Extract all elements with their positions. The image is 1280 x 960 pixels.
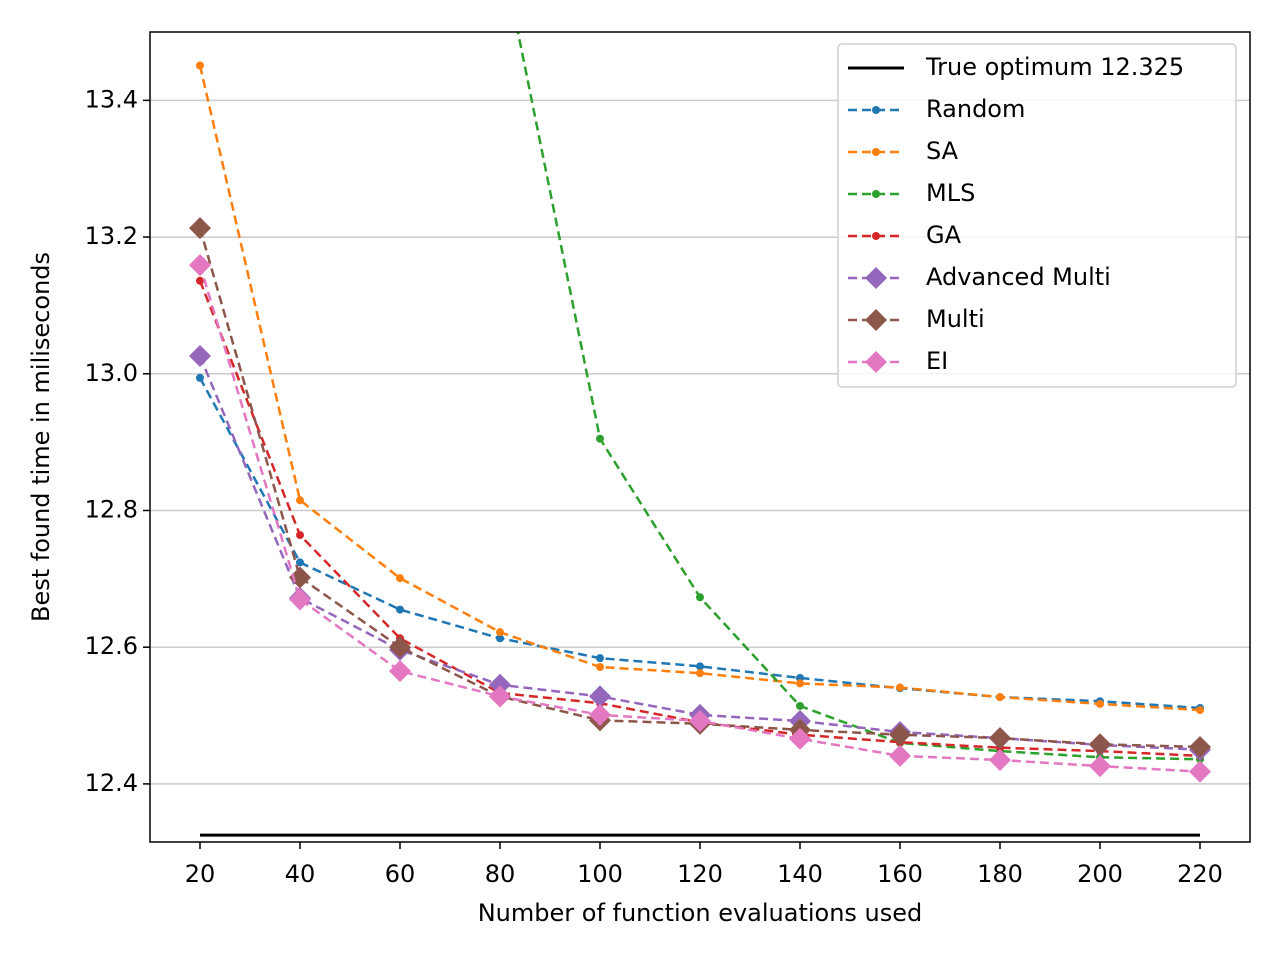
y-tick-label: 12.8 <box>85 495 138 523</box>
marker <box>1196 706 1204 715</box>
legend-label: Multi <box>926 305 985 333</box>
marker <box>1189 735 1211 758</box>
x-tick-label: 100 <box>577 860 623 888</box>
y-tick-label: 12.6 <box>85 632 138 660</box>
marker <box>689 710 711 733</box>
legend-label: EI <box>926 347 948 375</box>
marker <box>496 628 504 637</box>
series-line <box>198 355 1201 751</box>
x-tick-label: 20 <box>185 860 216 888</box>
x-axis-label: Number of function evaluations used <box>478 899 923 927</box>
marker <box>796 673 804 682</box>
marker <box>589 685 611 708</box>
y-axis-label: Best found time in miliseconds <box>27 252 55 622</box>
marker <box>589 703 611 726</box>
x-tick-label: 180 <box>977 860 1023 888</box>
marker <box>296 531 304 540</box>
legend-label: Advanced Multi <box>926 263 1111 291</box>
marker <box>696 662 704 671</box>
axes-frame <box>149 31 1251 843</box>
marker <box>1089 733 1111 756</box>
series-line <box>516 32 1201 761</box>
marker <box>489 685 511 708</box>
legend-label: True optimum 12.325 <box>925 53 1184 81</box>
marker <box>789 727 811 750</box>
marker <box>296 558 304 567</box>
marker <box>189 254 211 277</box>
marker <box>196 373 204 382</box>
legend-marker <box>865 267 887 289</box>
legend-marker <box>872 148 880 156</box>
marker <box>989 748 1011 771</box>
x-tick-label: 120 <box>677 860 723 888</box>
legend-marker <box>872 106 880 114</box>
series-line <box>198 377 1201 710</box>
marker <box>1189 760 1211 783</box>
x-tick-label: 160 <box>877 860 923 888</box>
x-tick-label: 220 <box>1177 860 1223 888</box>
marker <box>196 276 204 285</box>
legend-label: MLS <box>926 179 975 207</box>
marker <box>596 663 604 672</box>
marker <box>696 669 704 678</box>
marker <box>1096 699 1104 708</box>
marker <box>189 345 211 367</box>
marker <box>796 679 804 688</box>
marker <box>896 683 904 692</box>
y-tick-label: 12.4 <box>85 769 138 797</box>
marker <box>696 593 704 602</box>
legend-label: Random <box>926 95 1025 123</box>
marker <box>396 574 404 583</box>
marker <box>889 744 911 767</box>
x-tick-label: 80 <box>485 860 516 888</box>
marker <box>396 605 404 614</box>
marker <box>1089 755 1111 778</box>
marker <box>289 588 311 611</box>
marker <box>289 566 311 589</box>
y-tick-label: 13.4 <box>85 85 138 113</box>
legend-box <box>837 43 1237 388</box>
legend-marker <box>865 309 887 331</box>
marker <box>889 723 911 746</box>
marker <box>489 673 511 696</box>
marker <box>996 693 1004 702</box>
marker <box>796 701 804 710</box>
marker <box>296 496 304 505</box>
legend-marker <box>872 232 880 240</box>
y-tick-label: 13.2 <box>85 222 138 250</box>
y-tick-label: 13.0 <box>85 359 138 387</box>
legend-marker <box>865 351 887 373</box>
x-tick-label: 140 <box>777 860 823 888</box>
plot-area <box>189 32 1211 837</box>
marker <box>389 636 411 659</box>
marker <box>596 654 604 663</box>
legend-label: SA <box>926 137 959 165</box>
legend-marker <box>872 190 880 198</box>
marker <box>196 61 204 70</box>
x-tick-label: 200 <box>1077 860 1123 888</box>
marker <box>989 727 1011 750</box>
marker <box>189 217 211 240</box>
legend-label: GA <box>926 221 962 249</box>
marker <box>496 634 504 643</box>
marker <box>389 660 411 683</box>
x-tick-label: 40 <box>285 860 316 888</box>
x-tick-label: 60 <box>385 860 416 888</box>
marker <box>596 434 604 443</box>
